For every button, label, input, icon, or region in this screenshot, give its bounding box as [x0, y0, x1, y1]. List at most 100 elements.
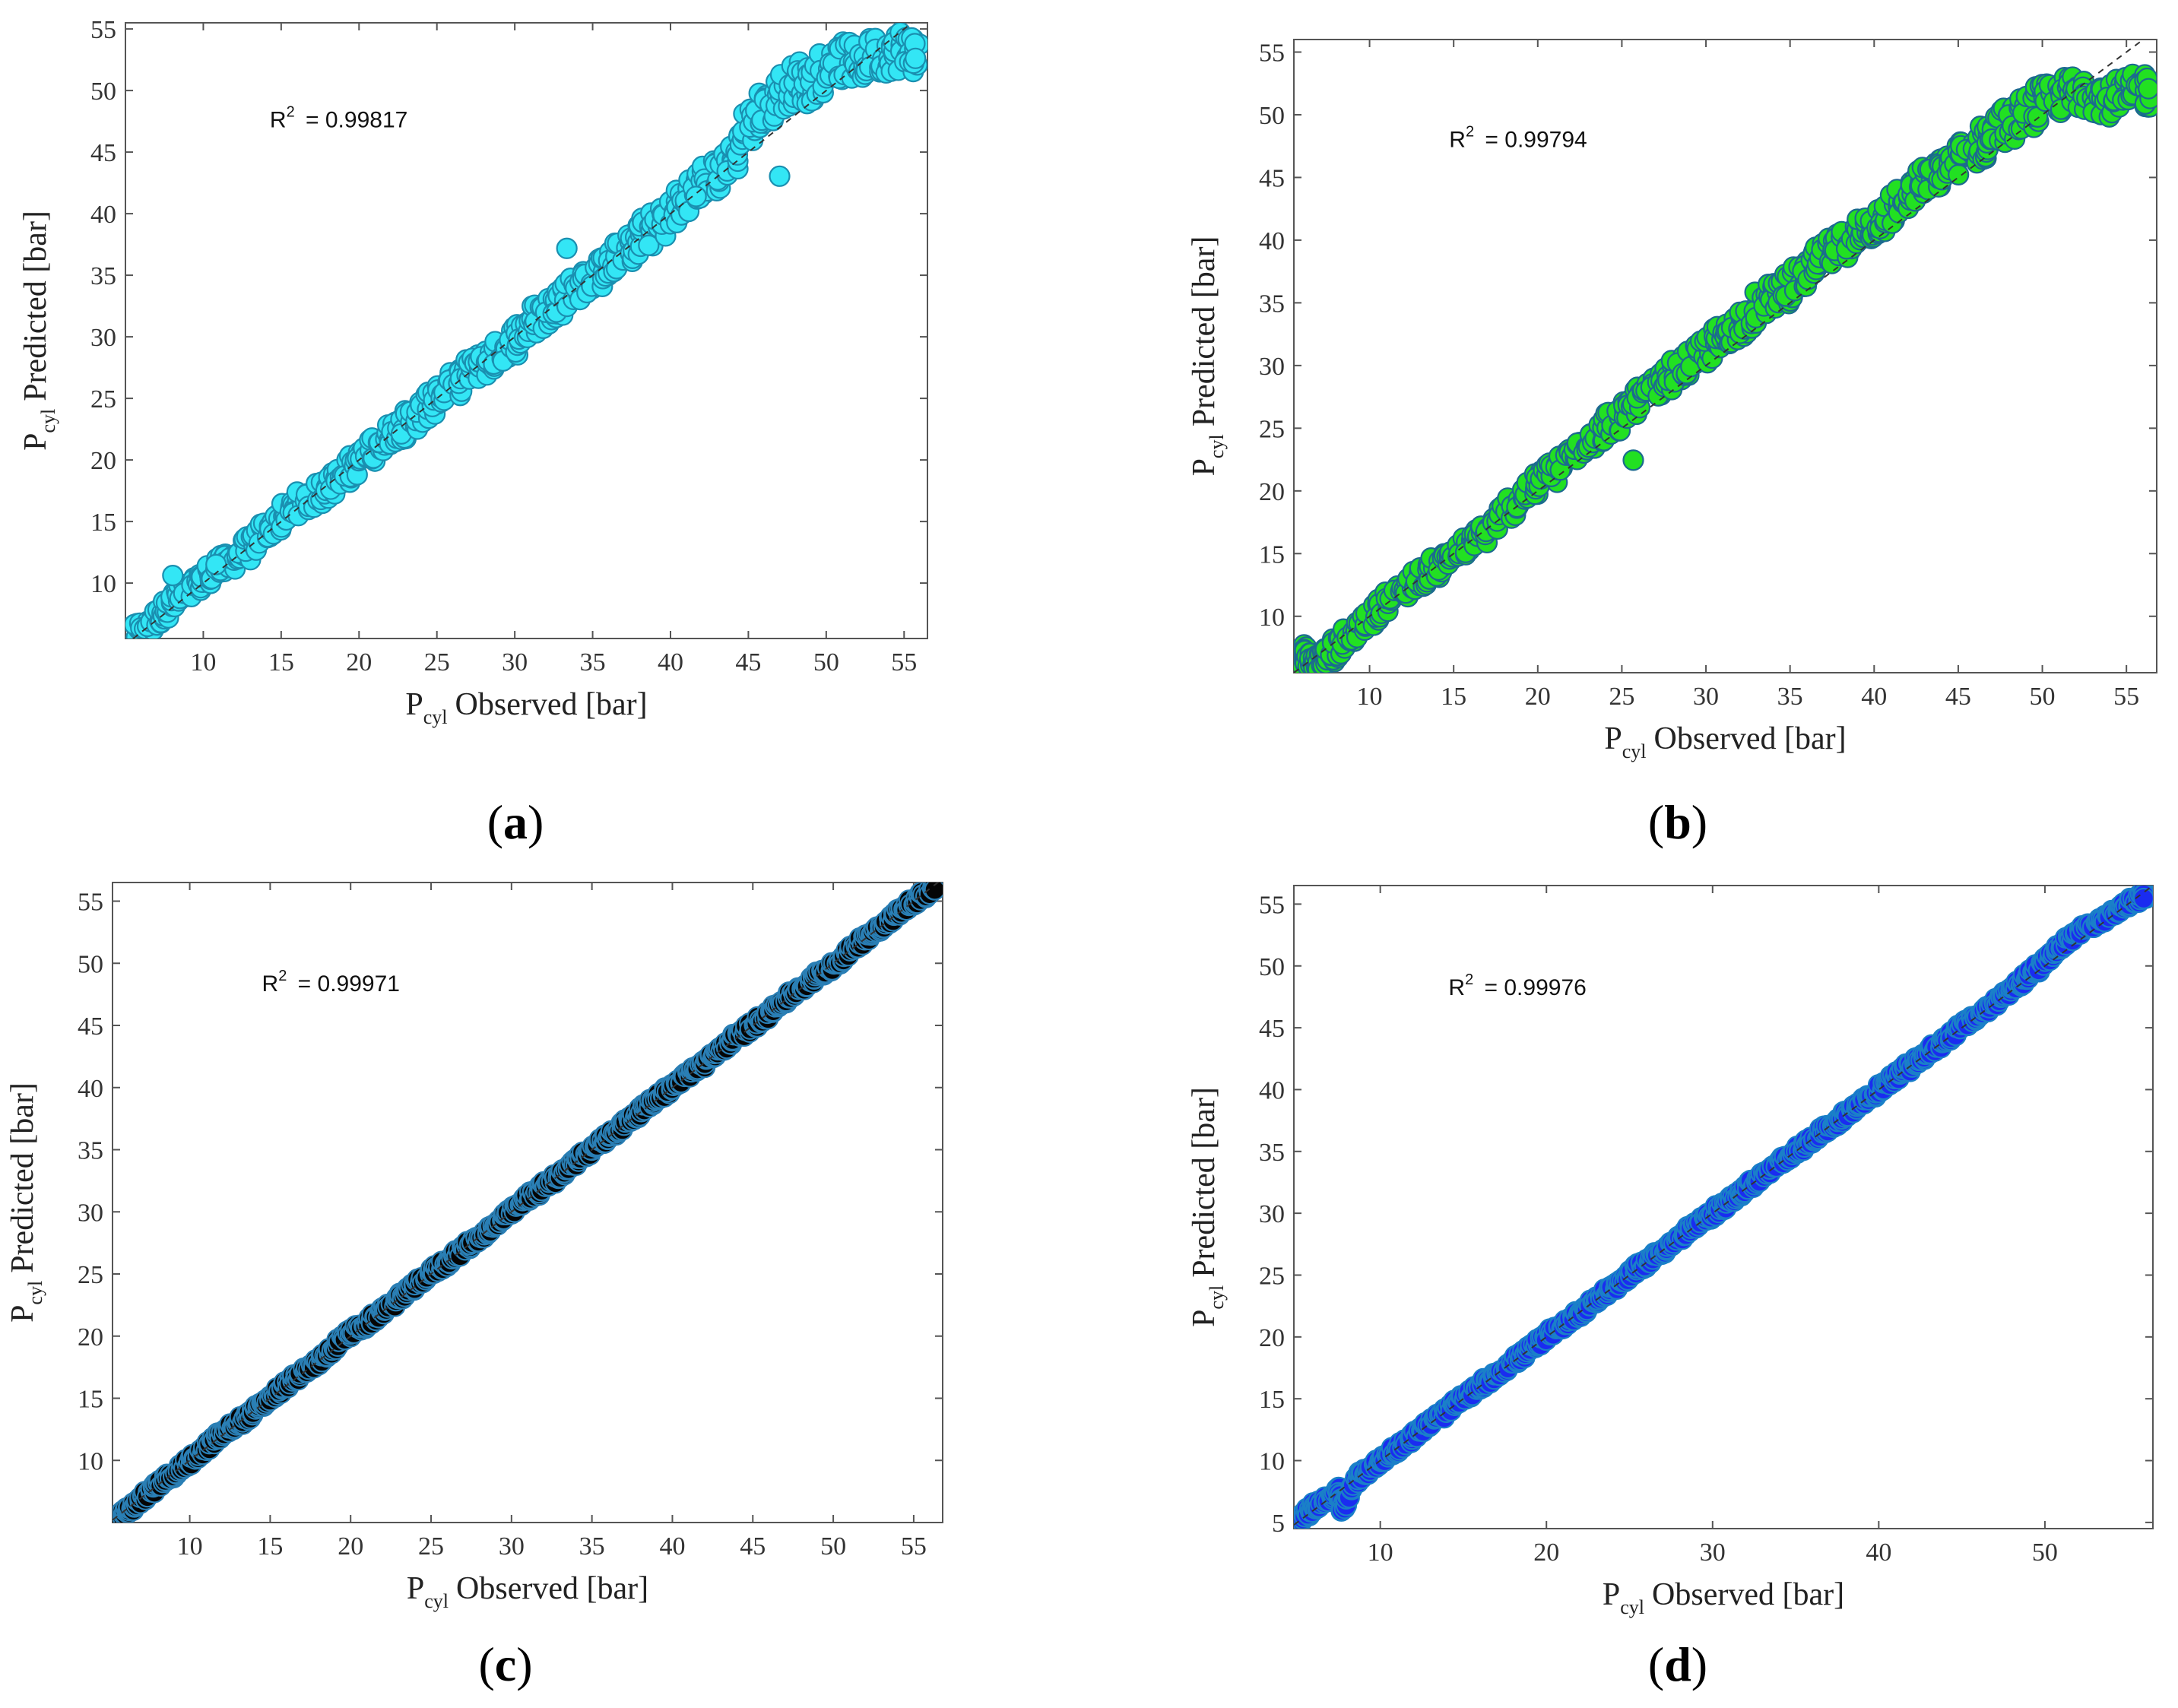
- identity-line: [1294, 40, 2145, 673]
- y-tick-label: 20: [1259, 1324, 1285, 1352]
- chart-d-svg: 10 20 30 40 50 5 10 15 20 25 30 35 40 45 50 55 R2 = 0.99…: [1187, 885, 2154, 1618]
- plot-frame: [1293, 39, 2157, 673]
- y-tick-label: 40: [1259, 227, 1285, 255]
- y-tick-label: 20: [90, 447, 116, 475]
- y-axis-label-rest: Predicted [bar]: [18, 211, 53, 401]
- y-tick-label: 55: [78, 889, 103, 917]
- r2-annotation: R2 = 0.99976: [1448, 971, 1586, 1000]
- scatter-point: [1622, 449, 1644, 471]
- y-tick-label: 30: [1259, 353, 1285, 381]
- x-axis-label: Pcyl Observed [bar]: [1604, 721, 1846, 762]
- x-tick-label: 30: [1693, 683, 1719, 711]
- x-axis-label-sub: cyl: [423, 706, 448, 728]
- r2-value: = 0.99971: [291, 971, 400, 997]
- y-tick-label: 40: [90, 201, 116, 229]
- chart-a-svg: 10 15 20 25 30 35 40 45 50 55 10 15 20 25 30 35 40 45 50 55…: [18, 16, 928, 728]
- r2-superscript: 2: [1465, 971, 1473, 988]
- y-tick-label: 15: [78, 1386, 103, 1414]
- x-axis-label-rest: Observed [bar]: [456, 1571, 648, 1606]
- y-axis-label-sub: cyl: [1206, 1285, 1228, 1310]
- x-tick-label: 10: [1357, 683, 1383, 711]
- scatter-point: [205, 553, 227, 575]
- x-tick-label: 25: [1609, 683, 1634, 711]
- x-tick-label: 20: [338, 1532, 363, 1561]
- chart-panel-d: 10 20 30 40 50 5 10 15 20 25 30 35 40 45 50 55 R2 = 0.99…: [1089, 854, 2178, 1708]
- chart-b-svg: 10 15 20 25 30 35 40 45 50 55 10 15 20 25 30 35 40 45 50 55…: [1187, 39, 2157, 762]
- y-axis-label: Pcyl Predicted [bar]: [5, 1082, 46, 1323]
- y-tick-label: 10: [1259, 604, 1285, 632]
- y-tick-label: 55: [1259, 891, 1285, 919]
- x-axis-label-p: P: [407, 1571, 424, 1606]
- r2-annotation: R2 = 0.99817: [270, 104, 407, 133]
- y-tick-label: 35: [78, 1137, 103, 1165]
- plot-frame: [125, 22, 928, 639]
- x-tick-label: 15: [1441, 683, 1466, 711]
- chart-c-svg: 10 15 20 25 30 35 40 45 50 55 10 15 20 25 30 35 40 45 50 55…: [5, 882, 943, 1612]
- x-tick-label: 50: [820, 1532, 846, 1561]
- chart-panel-b: 10 15 20 25 30 35 40 45 50 55 10 15 20 25 30 35 40 45 50 55…: [1089, 0, 2178, 854]
- x-tick-label: 35: [1777, 683, 1803, 711]
- y-tick-label: 10: [1259, 1448, 1285, 1476]
- scatter-point: [685, 185, 707, 208]
- x-tick-label: 45: [1945, 683, 1971, 711]
- x-tick-label: 15: [268, 648, 294, 677]
- y-tick-label: 35: [90, 262, 116, 290]
- x-tick-label: 10: [190, 648, 216, 677]
- x-axis-label-rest: Observed [bar]: [1652, 1577, 1844, 1612]
- x-tick-label: 10: [1368, 1538, 1393, 1567]
- scatter-points: [1294, 63, 2157, 673]
- x-tick-label: 35: [580, 648, 606, 677]
- y-tick-label: 25: [90, 385, 116, 414]
- caption-a: (a): [487, 795, 544, 849]
- y-axis-label-p: P: [5, 1305, 40, 1323]
- x-tick-label: 40: [658, 648, 683, 677]
- caption-c: (c): [478, 1637, 533, 1691]
- x-axis-label: Pcyl Observed [bar]: [407, 1571, 648, 1612]
- y-axis-label: Pcyl Predicted [bar]: [1187, 236, 1228, 477]
- y-axis-label-rest: Predicted [bar]: [1187, 1087, 1222, 1278]
- scatter-points: [1294, 886, 2153, 1529]
- r2-annotation: R2 = 0.99794: [1449, 124, 1587, 153]
- x-tick-label: 50: [813, 648, 839, 677]
- y-tick-label: 45: [90, 139, 116, 167]
- r2-superscript: 2: [287, 104, 295, 121]
- y-tick-label: 30: [78, 1199, 103, 1227]
- y-tick-label: 15: [90, 509, 116, 537]
- y-tick-label: 20: [78, 1323, 103, 1352]
- y-tick-label: 40: [78, 1075, 103, 1103]
- y-axis-label-sub: cyl: [1206, 434, 1228, 458]
- caption-d: (d): [1647, 1637, 1708, 1691]
- x-axis-label: Pcyl Observed [bar]: [405, 687, 647, 728]
- chart-panel-c: 10 15 20 25 30 35 40 45 50 55 10 15 20 25 30 35 40 45 50 55…: [0, 854, 1089, 1708]
- plot-frame: [112, 882, 943, 1523]
- y-axis-label: Pcyl Predicted [bar]: [18, 211, 59, 451]
- identity-line: [132, 23, 914, 639]
- y-tick-label: 50: [90, 78, 116, 106]
- x-axis-label-sub: cyl: [1622, 740, 1647, 762]
- y-tick-label: 5: [1272, 1510, 1285, 1538]
- r2-symbol: R: [1449, 128, 1466, 153]
- x-tick-label: 55: [2113, 683, 2139, 711]
- r2-value: = 0.99817: [300, 108, 408, 133]
- identity-line: [1294, 886, 2153, 1526]
- r2-symbol: R: [1448, 975, 1465, 1000]
- plot-frame: [1293, 885, 2154, 1529]
- x-tick-label: 45: [735, 648, 761, 677]
- y-axis-label-p: P: [18, 433, 53, 451]
- x-axis-label-rest: Observed [bar]: [1654, 721, 1847, 756]
- r2-value: = 0.99976: [1478, 975, 1587, 1000]
- scatter-points: [113, 883, 943, 1523]
- x-axis-label: Pcyl Observed [bar]: [1603, 1577, 1844, 1618]
- y-tick-label: 45: [78, 1012, 103, 1041]
- y-tick-label: 50: [1259, 102, 1285, 130]
- y-tick-label: 30: [90, 324, 116, 352]
- x-tick-label: 15: [257, 1532, 283, 1561]
- y-axis-label-rest: Predicted [bar]: [1187, 236, 1222, 427]
- y-tick-label: 45: [1259, 164, 1285, 192]
- r2-value: = 0.99794: [1479, 128, 1587, 153]
- x-axis-label-p: P: [1603, 1577, 1620, 1612]
- y-tick-label: 55: [90, 16, 116, 44]
- y-tick-label: 50: [78, 950, 103, 978]
- x-tick-label: 25: [418, 1532, 444, 1561]
- y-tick-label: 25: [1259, 415, 1285, 443]
